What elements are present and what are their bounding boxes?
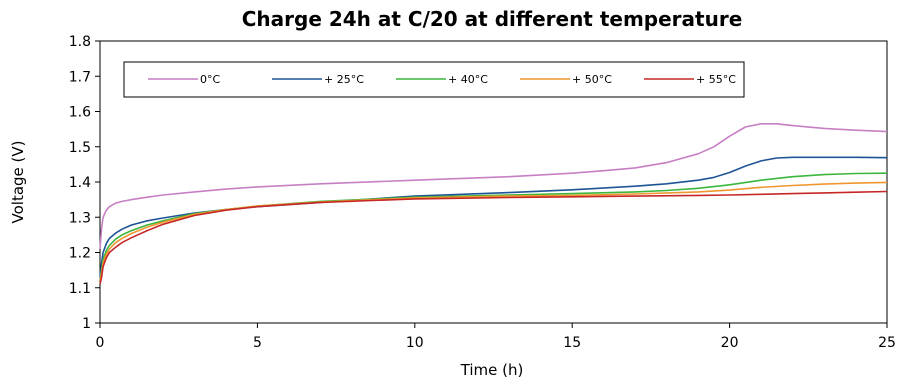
x-tick-label: 0 — [96, 335, 105, 351]
legend: 0°C + 25°C + 40°C + 50°C + 55°C — [123, 61, 745, 98]
y-tick-label: 1.6 — [69, 105, 91, 121]
chart-title: Charge 24h at C/20 at different temperat… — [242, 7, 743, 31]
y-axis-title: Voltage (V) — [9, 141, 27, 224]
legend-label: 0°C — [200, 73, 220, 86]
y-tick-label: 1.5 — [69, 140, 91, 156]
legend-label: + 50°C — [572, 73, 612, 86]
legend-label: + 40°C — [448, 73, 488, 86]
x-axis-title: Time (h) — [460, 361, 524, 379]
y-tick-label: 1.2 — [69, 246, 91, 262]
y-tick-label: 1.4 — [69, 175, 91, 191]
x-tick-label: 15 — [563, 335, 581, 351]
x-tick-label: 5 — [253, 335, 262, 351]
x-tick-label: 25 — [878, 335, 896, 351]
legend-label: + 55°C — [696, 73, 736, 86]
y-axis: 1 1.1 1.2 1.3 1.4 1.5 1.6 1.7 1.8 — [69, 34, 100, 332]
x-axis: 0 5 10 15 20 25 — [96, 323, 896, 351]
legend-label: + 25°C — [324, 73, 364, 86]
series-line-4 — [99, 190, 888, 285]
y-tick-label: 1.1 — [69, 281, 91, 297]
y-tick-label: 1.3 — [69, 210, 91, 226]
series-line-1 — [99, 156, 888, 278]
series-lines — [99, 123, 888, 285]
x-tick-label: 10 — [406, 335, 424, 351]
x-tick-label: 20 — [721, 335, 739, 351]
y-tick-label: 1.8 — [69, 34, 91, 50]
y-tick-label: 1 — [82, 316, 91, 332]
series-line-0 — [99, 123, 888, 250]
y-tick-label: 1.7 — [69, 69, 91, 85]
